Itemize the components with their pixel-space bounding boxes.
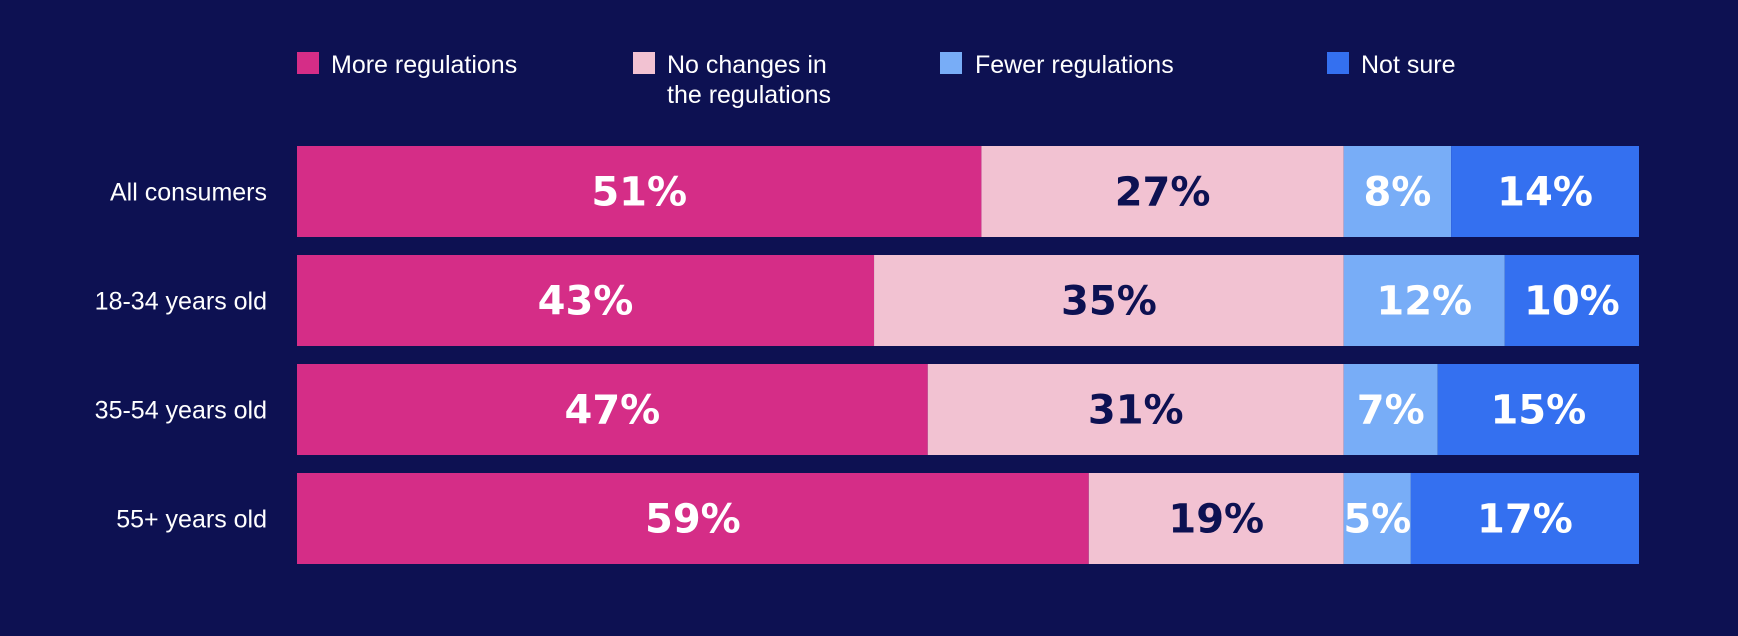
data-label: 12% [1376,279,1472,325]
data-label: 17% [1477,497,1573,543]
row-labels: All consumers 18-34 years old 35-54 years … [95,179,267,534]
bar-fewer-regulations [1343,255,1505,346]
bar-fewer-regulations [1343,473,1411,564]
legend-swatch-fewer-regulations [940,52,962,74]
data-label: 15% [1490,388,1586,434]
row-label: All consumers [110,179,267,207]
data-label: 8% [1363,170,1431,216]
legend: More regulations No changes in the regulat… [297,51,1455,109]
legend-swatch-not-sure [1327,52,1349,74]
bar-more-regulations [297,255,875,346]
data-label: 51% [591,170,687,216]
row-label: 35-54 years old [95,397,267,425]
bar-no-changes-in-the-regulations [1088,473,1344,564]
bar-fewer-regulations [1343,146,1452,237]
bar-fewer-regulations [1343,364,1438,455]
bar-no-changes-in-the-regulations [981,146,1344,237]
bar-not-sure [1451,146,1639,237]
row-label: 18-34 years old [95,288,267,316]
data-label: 59% [645,497,741,543]
legend-swatch-more-regulations [297,52,319,74]
data-label: 47% [564,388,660,434]
bars [297,146,1639,564]
bar-no-changes-in-the-regulations [927,364,1344,455]
value-labels: 51% 27% 8% 14% 43% 35% 12% 10% 47% 31% 7% 15% 59% 19%… [538,170,1620,543]
legend-label-not-sure: Not sure [1361,51,1455,79]
data-label: 14% [1497,170,1593,216]
bar-not-sure [1410,473,1639,564]
data-label: 31% [1088,388,1184,434]
legend-label-fewer-regulations: Fewer regulations [975,51,1174,79]
data-label: 27% [1115,170,1211,216]
legend-swatch-no-changes-in-the-regulations [633,52,655,74]
bar-more-regulations [297,146,982,237]
data-label: 5% [1343,497,1411,543]
data-label: 10% [1524,279,1620,325]
bar-no-changes-in-the-regulations [874,255,1344,346]
row-label: 55+ years old [116,506,267,534]
data-label: 19% [1168,497,1264,543]
bar-not-sure [1504,255,1639,346]
bar-more-regulations [297,473,1089,564]
bar-not-sure [1437,364,1639,455]
legend-label-more-regulations: More regulations [331,51,517,79]
data-label: 43% [538,279,634,325]
data-label: 7% [1357,388,1425,434]
legend-label-no-changes-in-the-regulations: No changes in the regulations [667,51,831,109]
data-label: 35% [1061,279,1157,325]
bar-more-regulations [297,364,928,455]
